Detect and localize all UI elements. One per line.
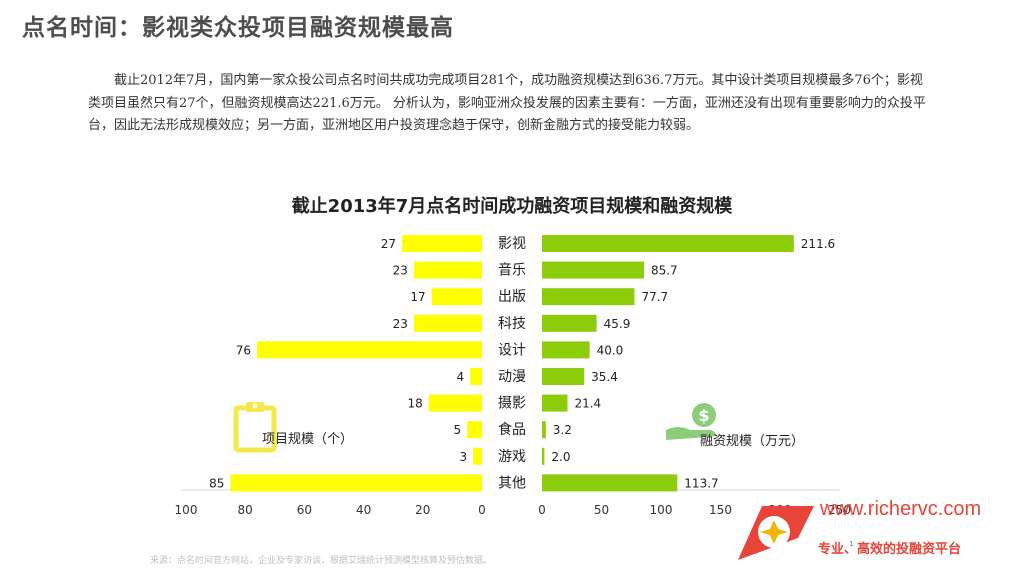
left-bar-1: [413, 261, 482, 279]
right-value-label-2: 77.7: [641, 290, 668, 304]
left-bar-4: [257, 341, 482, 359]
category-label-3: 科技: [498, 316, 526, 332]
intro-text: 截止2012年7月，国内第一家众投公司点名时间共成功完成项目281个，成功融资规…: [88, 73, 926, 133]
left-tick-label-4: 20: [415, 503, 430, 517]
right-value-label-9: 113.7: [684, 476, 718, 490]
left-tick-label-0: 100: [175, 503, 198, 517]
category-label-2: 出版: [498, 289, 526, 305]
right-bar-1: [542, 261, 644, 279]
category-label-4: 设计: [498, 342, 526, 358]
svg-text:$: $: [698, 406, 709, 425]
left-value-label-1: 23: [393, 264, 408, 278]
right-bar-3: [542, 314, 597, 332]
category-label-0: 影视: [498, 236, 526, 252]
left-tick-label-5: 0: [478, 503, 486, 517]
left-value-label-4: 76: [236, 343, 251, 357]
chart-title: 截止2013年7月点名时间成功融资项目规模和融资规模: [291, 196, 733, 217]
right-value-label-3: 45.9: [604, 317, 631, 331]
brand-url-link[interactable]: www.richervc.com: [820, 498, 982, 520]
right-bar-7: [542, 421, 546, 439]
left-value-label-9: 85: [209, 476, 224, 490]
category-label-7: 食品: [498, 421, 526, 438]
left-bar-8: [473, 447, 482, 465]
left-bar-6: [428, 394, 482, 412]
right-tick-label-2: 100: [650, 503, 673, 517]
left-tick-label-3: 40: [356, 503, 371, 517]
right-bar-2: [542, 288, 635, 306]
right-tick-label-0: 0: [538, 503, 546, 517]
company-logo-icon: [738, 506, 814, 560]
right-value-label-5: 35.4: [591, 370, 618, 384]
right-bar-4: [542, 341, 590, 359]
left-value-label-3: 23: [393, 317, 408, 331]
category-label-9: 其他: [498, 475, 526, 491]
left-value-label-8: 3: [459, 450, 467, 464]
right-bar-8: [542, 447, 545, 465]
clipboard-icon: [233, 402, 277, 453]
left-value-label-6: 18: [407, 397, 422, 411]
left-bar-2: [431, 288, 482, 306]
right-tick-label-3: 150: [709, 503, 732, 517]
left-tick-label-2: 60: [297, 503, 312, 517]
right-bar-0: [542, 235, 794, 252]
left-bar-0: [402, 235, 482, 252]
page-number: 1: [849, 540, 854, 548]
left-bar-9: [230, 474, 482, 492]
right-tick-label-1: 50: [594, 503, 609, 517]
money-hand-icon: $: [666, 403, 716, 440]
right-bar-5: [542, 368, 585, 385]
page-title: 点名时间：影视类众投项目融资规模最高: [22, 15, 454, 41]
butterfly-bar-chart: 27 211.6 影视 23 85.7 音乐 17 77.7 出版 23 45.9 科技 76 40.0 设…: [175, 235, 851, 517]
left-bar-5: [470, 368, 482, 385]
left-value-label-5: 4: [457, 370, 465, 384]
category-label-6: 摄影: [498, 396, 526, 412]
source-note: 来源：点名时间官方网站，企业及专家访谈，根据艾瑞统计预测模型核算及预估数据。: [150, 556, 493, 566]
category-label-1: 音乐: [498, 262, 526, 279]
left-bar-7: [467, 421, 482, 439]
left-tick-label-1: 80: [238, 503, 253, 517]
right-value-label-8: 2.0: [551, 450, 570, 464]
right-value-label-4: 40.0: [597, 343, 624, 357]
right-bar-9: [542, 474, 678, 492]
category-label-8: 游戏: [498, 449, 526, 465]
right-tick-label-5: 250: [828, 503, 851, 517]
legend-left-label: 项目规模（个）: [262, 432, 354, 447]
right-value-label-6: 21.4: [574, 397, 601, 411]
left-bar-3: [413, 314, 482, 332]
right-value-label-7: 3.2: [553, 423, 572, 437]
left-value-label-2: 17: [410, 290, 425, 304]
intro-paragraph: 截止2012年7月，国内第一家众投公司点名时间共成功完成项目281个，成功融资规…: [88, 70, 928, 138]
category-label-5: 动漫: [498, 369, 526, 385]
right-value-label-1: 85.7: [651, 264, 678, 278]
right-bar-6: [542, 394, 568, 412]
right-value-label-0: 211.6: [801, 237, 835, 251]
left-value-label-7: 5: [454, 423, 462, 437]
brand-slogan: 专业、高效的投融资平台: [818, 542, 962, 557]
left-value-label-0: 27: [381, 237, 396, 251]
legend-right-label: 融资规模（万元）: [700, 434, 805, 449]
